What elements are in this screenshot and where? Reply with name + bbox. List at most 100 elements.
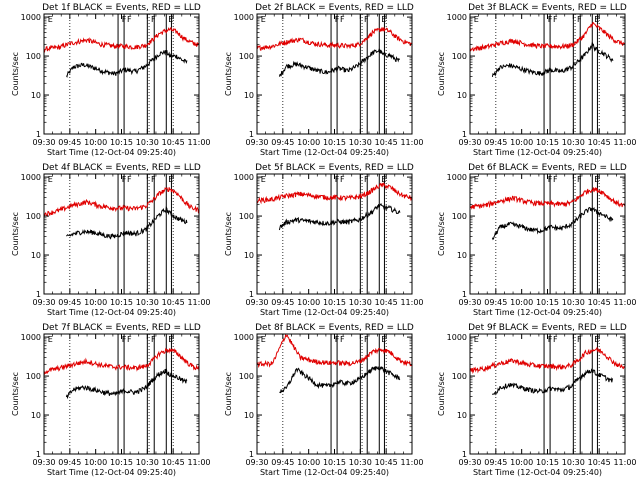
flag-marker: F: [364, 15, 369, 24]
x-axis-label: Start Time (12-Oct-04 09:25:40): [260, 148, 389, 157]
x-tick-label: 09:45: [271, 298, 294, 307]
series-lld-line: [469, 21, 626, 52]
y-tick-label: 1: [462, 290, 467, 299]
x-tick-label: 10:15: [110, 458, 133, 467]
x-tick-label: 11:00: [400, 298, 423, 307]
flag-marker: E: [48, 175, 53, 184]
series-lld-line: [256, 334, 413, 369]
flag-marker: E: [261, 15, 266, 24]
flag-marker: F: [122, 15, 127, 24]
x-tick-label: 09:30: [458, 298, 481, 307]
x-tick-label: 10:45: [588, 298, 611, 307]
x-tick-label: 10:45: [588, 458, 611, 467]
x-tick-label: 11:00: [613, 298, 636, 307]
y-tick-label: 100: [239, 212, 254, 221]
flag-marker: F: [553, 175, 558, 184]
flag-marker: E: [168, 335, 173, 344]
y-tick-label: 1000: [447, 13, 467, 22]
y-tick-label: 100: [452, 52, 467, 61]
x-axis-label: Start Time (12-Oct-04 09:25:40): [473, 148, 602, 157]
x-tick-label: 10:15: [536, 458, 559, 467]
y-tick-label: 1: [249, 290, 254, 299]
x-tick-label: 09:30: [458, 458, 481, 467]
x-tick-label: 09:30: [245, 298, 268, 307]
x-axis-label: Start Time (12-Oct-04 09:25:40): [47, 148, 176, 157]
y-tick-label: 1000: [234, 13, 254, 22]
y-tick-label: 1: [249, 130, 254, 139]
panel-title: Det 6f BLACK = Events, RED = LLD: [468, 163, 627, 173]
x-tick-label: 10:15: [536, 138, 559, 147]
panel-title: Det 1f BLACK = Events, RED = LLD: [42, 3, 201, 13]
y-tick-label: 10: [31, 411, 41, 420]
flag-marker: F: [364, 335, 369, 344]
flag-marker: F: [364, 175, 369, 184]
flag-marker: E: [48, 15, 53, 24]
flag-marker: E: [594, 15, 599, 24]
y-tick-label: 1: [249, 450, 254, 459]
y-tick-label: 10: [244, 91, 254, 100]
series-events-line: [492, 368, 614, 396]
x-tick-label: 10:30: [349, 298, 372, 307]
y-tick-label: 10: [457, 411, 467, 420]
y-tick-label: 1000: [447, 173, 467, 182]
x-tick-label: 10:45: [588, 138, 611, 147]
flag-marker: F: [553, 335, 558, 344]
x-tick-label: 10:45: [162, 138, 185, 147]
x-tick-label: 10:00: [297, 298, 320, 307]
series-lld-line: [43, 347, 200, 376]
flag-marker: F: [151, 175, 156, 184]
plot-frame: [256, 173, 413, 295]
flag-marker: E: [381, 335, 386, 344]
x-axis-label: Start Time (12-Oct-04 09:25:40): [473, 308, 602, 317]
y-tick-label: 1: [36, 290, 41, 299]
x-tick-label: 10:00: [510, 458, 533, 467]
flag-marker: E: [474, 335, 479, 344]
x-tick-label: 10:15: [536, 298, 559, 307]
x-tick-label: 09:45: [271, 458, 294, 467]
x-tick-label: 10:30: [136, 138, 159, 147]
x-tick-label: 09:30: [245, 458, 268, 467]
x-tick-label: 10:30: [349, 458, 372, 467]
panel-title: Det 3f BLACK = Events, RED = LLD: [468, 3, 627, 13]
y-axis-label: Counts/sec: [437, 372, 446, 416]
x-tick-label: 09:30: [32, 138, 55, 147]
x-axis-label: Start Time (12-Oct-04 09:25:40): [473, 468, 602, 477]
x-tick-label: 10:30: [136, 458, 159, 467]
x-tick-label: 10:45: [375, 298, 398, 307]
y-tick-label: 100: [26, 372, 41, 381]
x-tick-label: 10:30: [562, 138, 585, 147]
y-tick-label: 10: [457, 91, 467, 100]
panel-title: Det 4f BLACK = Events, RED = LLD: [42, 163, 201, 173]
y-tick-label: 100: [452, 212, 467, 221]
x-tick-label: 10:00: [510, 298, 533, 307]
flag-marker: F: [340, 15, 345, 24]
series-events-line: [65, 368, 188, 400]
y-tick-label: 1000: [234, 173, 254, 182]
x-tick-label: 09:30: [32, 458, 55, 467]
flag-marker: F: [548, 335, 553, 344]
x-tick-label: 09:45: [484, 298, 507, 307]
y-tick-label: 100: [26, 52, 41, 61]
x-tick-label: 09:45: [271, 138, 294, 147]
y-tick-label: 1: [462, 130, 467, 139]
flag-marker: F: [122, 335, 127, 344]
series-lld-line: [43, 187, 200, 218]
y-tick-label: 1000: [21, 173, 41, 182]
flag-marker: F: [340, 335, 345, 344]
x-tick-label: 10:00: [297, 138, 320, 147]
x-tick-label: 11:00: [187, 298, 210, 307]
y-tick-label: 100: [239, 372, 254, 381]
y-axis-label: Counts/sec: [224, 52, 233, 96]
y-tick-label: 1: [462, 450, 467, 459]
series-lld-line: [256, 26, 413, 51]
x-tick-label: 10:00: [84, 458, 107, 467]
panel-title: Det 2f BLACK = Events, RED = LLD: [255, 3, 414, 13]
flag-marker: E: [594, 175, 599, 184]
